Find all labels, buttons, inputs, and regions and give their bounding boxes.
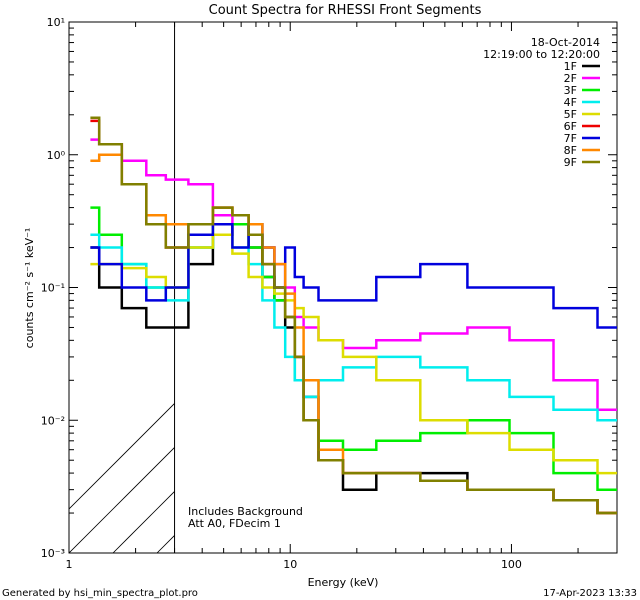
legend-label-5F: 5F (564, 108, 577, 121)
series-5F (90, 233, 617, 475)
legend-label-7F: 7F (564, 132, 577, 145)
y-tick-label: 10⁻² (41, 414, 65, 427)
legend-label-4F: 4F (564, 96, 577, 109)
legend-label-1F: 1F (564, 60, 577, 73)
series-7F (90, 222, 617, 329)
legend-label-2F: 2F (564, 72, 577, 85)
legend-time-range: 12:19:00 to 12:20:00 (483, 48, 600, 61)
y-tick-label: 10⁻³ (41, 547, 65, 560)
legend-label-6F: 6F (564, 120, 577, 133)
legend-date: 18-Oct-2014 (531, 36, 600, 49)
series-9F (90, 116, 617, 515)
hatch-lines (69, 402, 175, 553)
x-tick-label: 10 (283, 558, 297, 571)
y-tick-label: 10⁰ (47, 149, 66, 162)
footer-timestamp: 17-Apr-2023 13:33 (543, 588, 637, 599)
x-tick-label: 1 (66, 558, 73, 571)
chart-title: Count Spectra for RHESSI Front Segments (209, 3, 482, 18)
note-attenuator: Att A0, FDecim 1 (188, 517, 281, 530)
axis-ticks: 1 10 100 10¹ 10⁰ 10⁻¹ 10⁻² 10⁻³ (41, 16, 618, 571)
series-group (90, 116, 617, 515)
legend-label-3F: 3F (564, 84, 577, 97)
legend-label-8F: 8F (564, 144, 577, 157)
x-tick-label: 100 (501, 558, 522, 571)
footer-generated-by: Generated by hsi_min_spectra_plot.pro (2, 588, 198, 599)
hatch-line (69, 402, 175, 510)
y-tick-label: 10¹ (47, 16, 65, 29)
series-2F (90, 138, 617, 411)
x-axis-label: Energy (keV) (308, 576, 379, 589)
note-background: Includes Background (188, 505, 303, 518)
hatch-line (69, 446, 175, 553)
y-tick-label: 10⁻¹ (41, 282, 65, 295)
series-8F (90, 153, 617, 515)
series-layer (90, 116, 617, 515)
legend: 18-Oct-2014 12:19:00 to 12:20:00 1F2F3F4… (483, 36, 600, 169)
legend-label-9F: 9F (564, 156, 577, 169)
y-axis-label: counts cm⁻² s⁻¹ keV⁻¹ (23, 228, 36, 349)
